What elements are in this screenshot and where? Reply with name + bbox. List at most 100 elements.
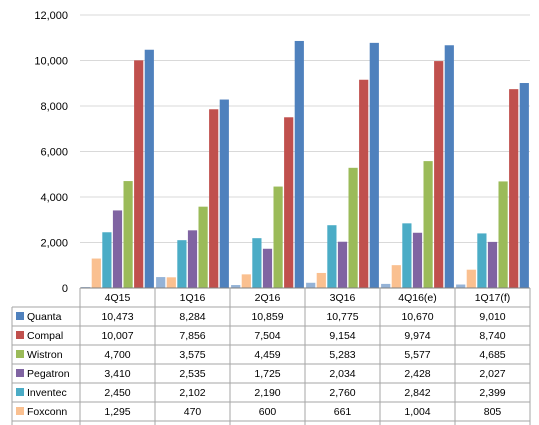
x-category-label: 4Q15 <box>105 292 131 304</box>
table-cell-value: 1,725 <box>254 368 280 380</box>
table-cell-value: 10,007 <box>101 330 133 342</box>
y-tick-label: 10,000 <box>34 56 68 68</box>
table-cell-value: 10,670 <box>401 311 433 323</box>
bar-pegatron <box>412 232 423 288</box>
bar-ecs <box>456 284 466 288</box>
y-tick-label: 2,000 <box>40 238 68 250</box>
bar-compal <box>359 79 369 288</box>
table-cell-value: 3,575 <box>179 349 205 361</box>
bar-compal <box>284 117 294 288</box>
bar-compal <box>509 89 519 288</box>
table-cell-value: 10,473 <box>101 311 133 323</box>
bar-groups <box>81 40 529 289</box>
bar-pegatron <box>187 230 198 288</box>
table-cell-value: 9,154 <box>329 330 355 342</box>
x-category-label: 1Q16 <box>180 292 206 304</box>
table-cell-value: 2,428 <box>404 368 430 380</box>
table-cell-value: 5,283 <box>329 349 355 361</box>
bar-inventec <box>252 238 262 288</box>
bar-foxconn <box>91 258 101 288</box>
table-cell-value: 2,102 <box>179 387 205 399</box>
bar-quanta <box>144 49 154 288</box>
bar-pegatron <box>337 241 348 288</box>
table-cell-value: 661 <box>334 406 352 418</box>
bar-ecs <box>156 277 166 288</box>
table-cell-value: 10,775 <box>326 311 358 323</box>
y-axis-tick-labels: 0 2,000 4,000 6,000 8,000 10,000 12,000 <box>34 10 68 295</box>
bar-group <box>156 99 229 288</box>
table-cell-value: 7,504 <box>254 330 280 342</box>
bar-ecs <box>306 282 316 288</box>
table-cell-value: 805 <box>484 406 502 418</box>
table-cell-value: 7,856 <box>179 330 205 342</box>
table-cell-value: 2,034 <box>329 368 355 380</box>
bar-compal <box>134 60 144 289</box>
bar-foxconn <box>241 274 251 288</box>
table-cell-value: 10,859 <box>251 311 283 323</box>
table-cell-value: 8,284 <box>179 311 205 323</box>
bar-wistron <box>498 181 508 288</box>
bar-wistron <box>348 167 358 288</box>
legend-label: Wistron <box>27 349 63 361</box>
table-cell-value: 600 <box>259 406 277 418</box>
y-tick-label: 6,000 <box>40 147 68 159</box>
bar-quanta <box>219 99 229 288</box>
legend-label: Foxconn <box>27 406 67 418</box>
table-cell-value: 470 <box>184 406 202 418</box>
bar-inventec <box>327 225 337 288</box>
bar-foxconn <box>166 277 176 288</box>
bar-foxconn <box>466 269 476 288</box>
bar-wistron <box>198 206 208 288</box>
bar-quanta <box>294 40 304 289</box>
table-cell-value: 4,685 <box>479 349 505 361</box>
bar-foxconn <box>316 272 326 288</box>
table-cell-value: 4,459 <box>254 349 280 361</box>
bar-pegatron <box>262 248 273 288</box>
bar-compal <box>209 109 219 288</box>
bar-group <box>306 42 379 289</box>
table-cell-value: 1,004 <box>404 406 430 418</box>
legend-swatch <box>16 350 24 358</box>
table-cell-value: 9,974 <box>404 330 430 342</box>
table-cell-value: 2,027 <box>479 368 505 380</box>
table-cell-value: 2,842 <box>404 387 430 399</box>
legend-label: Inventec <box>27 387 67 399</box>
table-cell-value: 9,010 <box>479 311 505 323</box>
bar-inventec <box>102 232 112 288</box>
table-cell-value: 2,399 <box>479 387 505 399</box>
bar-ecs <box>381 283 391 288</box>
bar-wistron <box>273 186 283 288</box>
bar-pegatron <box>487 241 498 288</box>
legend-label: Compal <box>27 330 63 342</box>
legend-swatch <box>16 369 24 377</box>
bar-quanta <box>519 83 529 289</box>
bar-inventec <box>402 223 412 288</box>
y-tick-label: 12,000 <box>34 10 68 22</box>
gridlines <box>80 14 530 243</box>
bar-group <box>456 83 529 289</box>
bar-inventec <box>177 240 187 288</box>
bar-group <box>381 45 454 289</box>
legend-swatch <box>16 312 24 320</box>
table-cell-value: 2,535 <box>179 368 205 380</box>
y-tick-label: 4,000 <box>40 192 68 204</box>
bar-group <box>81 49 154 289</box>
y-tick-label: 0 <box>62 283 68 295</box>
bar-pegatron <box>112 210 123 288</box>
x-category-label: 2Q16 <box>255 292 281 304</box>
table-cell-value: 5,577 <box>404 349 430 361</box>
table-cell-value: 2,450 <box>104 387 130 399</box>
x-category-label: 4Q16(e) <box>398 292 437 304</box>
legend-swatch <box>16 388 24 396</box>
x-category-label: 1Q17(f) <box>475 292 511 304</box>
legend-label: Pegatron <box>27 368 70 380</box>
x-category-label: 3Q16 <box>330 292 356 304</box>
bar-quanta <box>444 45 454 289</box>
data-table: 4Q15 1Q16 2Q16 3Q16 4Q16(e) 1Q17(f) Quanta 10,4… <box>11 287 531 425</box>
bar-group <box>231 40 304 289</box>
bar-inventec <box>477 233 487 288</box>
table-cell-value: 3,410 <box>104 368 130 380</box>
legend-swatch <box>16 331 24 339</box>
bar-compal <box>434 61 444 289</box>
